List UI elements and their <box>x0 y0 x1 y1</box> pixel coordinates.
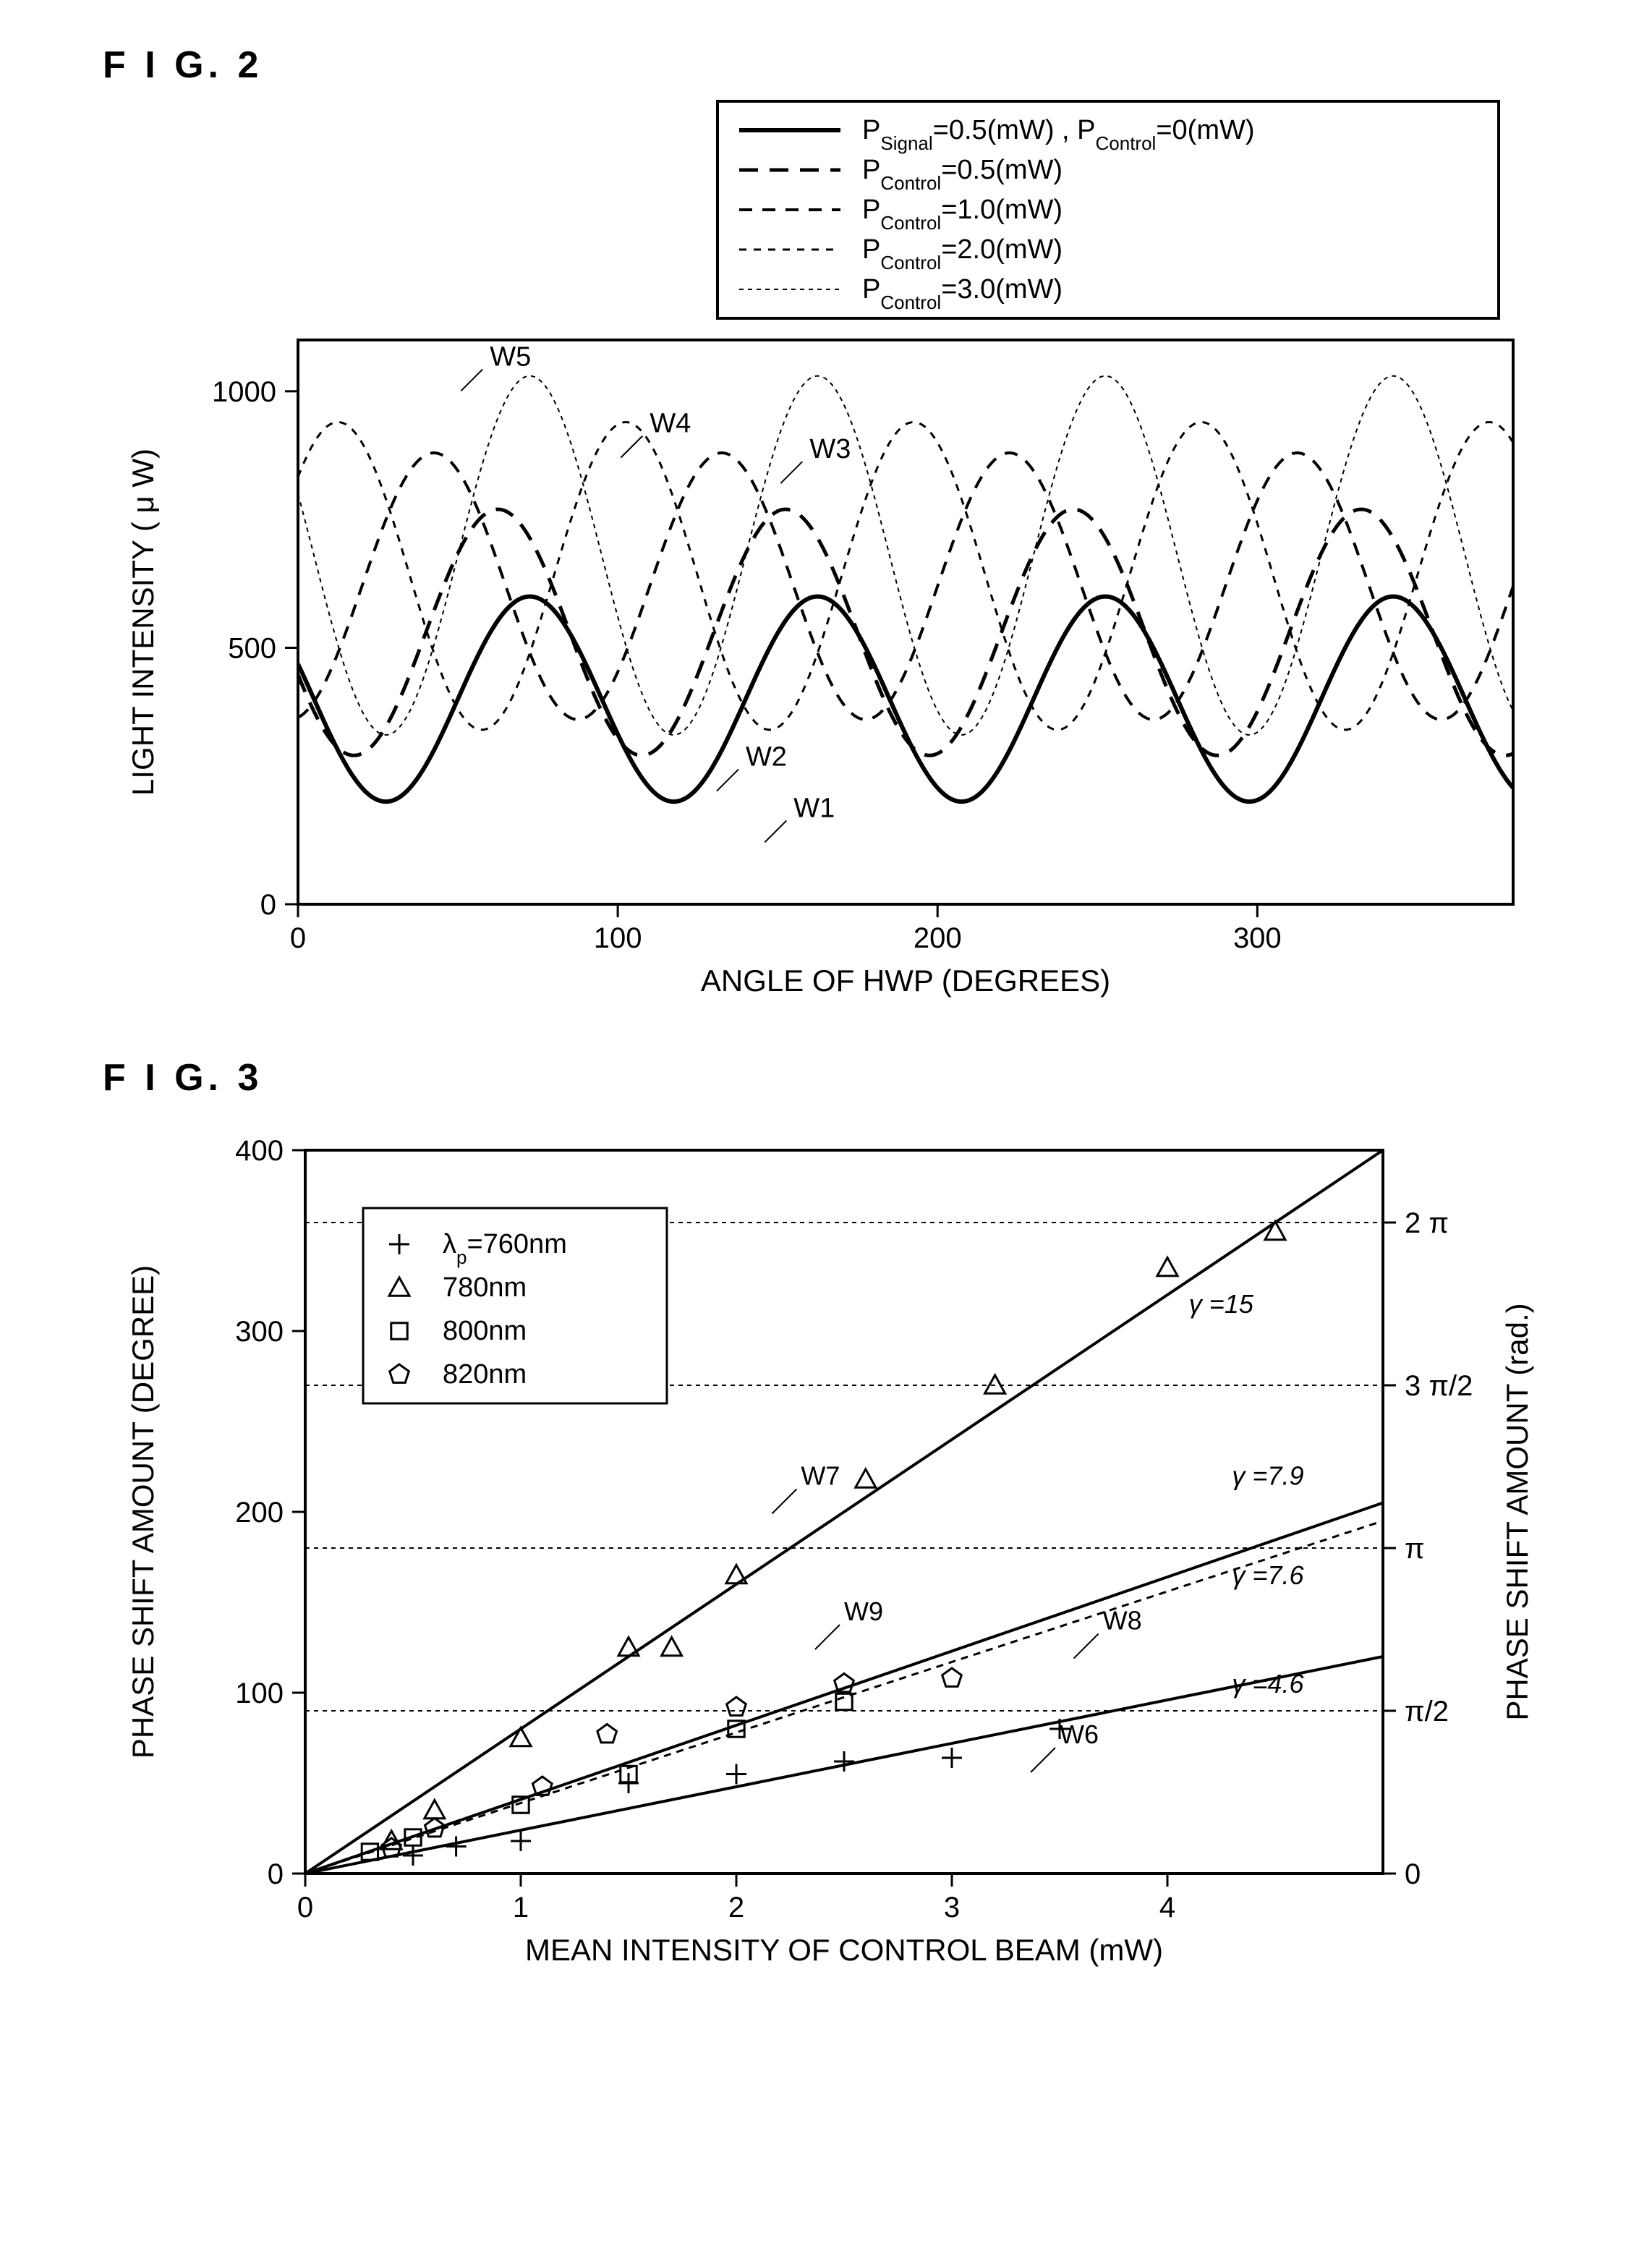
annotation-W2: W2 <box>746 742 787 773</box>
ytick-left-0: 0 <box>268 1858 284 1890</box>
figure-3: F I G. 3 0 1 2 3 4 0 100 200 300 400 0 π/2 π 3 π/2 2 π… <box>30 1056 1622 1975</box>
ytick-500: 500 <box>228 632 276 664</box>
annotation-W7: W7 <box>801 1461 840 1491</box>
annotation-W5: W5 <box>490 341 531 372</box>
xtick-4: 4 <box>1159 1892 1175 1923</box>
annotation-γ=7.9: γ =7.9 <box>1232 1461 1303 1491</box>
figure-3-ylabel-right: PHASE SHIFT AMOUNT (rad.) <box>1500 1303 1534 1720</box>
xtick-3: 3 <box>944 1892 960 1923</box>
legend-label-W4: PControl=2.0(mW) <box>862 234 1063 273</box>
ytick-left-200: 200 <box>235 1497 284 1529</box>
figure-2-xlabel: ANGLE OF HWP (DEGREES) <box>701 964 1110 998</box>
annotation-γ=4.6: γ =4.6 <box>1232 1669 1304 1699</box>
series-W2 <box>298 509 1513 755</box>
xtick-200: 200 <box>914 922 962 954</box>
legend-label-W1: PSignal=0.5(mW) , PControl=0(mW) <box>862 115 1255 154</box>
figure-2-chart: PSignal=0.5(mW) , PControl=0(mW)PControl… <box>67 94 1585 998</box>
annotation-W6: W6 <box>1060 1719 1099 1749</box>
xtick-100: 100 <box>594 922 642 954</box>
fitline-W8 <box>305 1521 1383 1874</box>
annotation-γ=7.6: γ =7.6 <box>1232 1560 1304 1590</box>
figure-2: F I G. 2 PSignal=0.5(mW) , PControl=0(mW… <box>30 43 1622 998</box>
series-W4 <box>298 422 1513 730</box>
legend-item-triangle: 780nm <box>443 1272 527 1303</box>
legend-label-W5: PControl=3.0(mW) <box>862 274 1063 313</box>
xtick-0: 0 <box>290 922 306 954</box>
legend-item-square: 800nm <box>443 1316 527 1346</box>
annotation-W8: W8 <box>1103 1606 1142 1636</box>
figure-3-ylabel-left: PHASE SHIFT AMOUNT (DEGREE) <box>126 1265 160 1759</box>
annotation-W4: W4 <box>650 409 691 439</box>
annotation-W1: W1 <box>793 793 835 823</box>
ytick-right-0: 0 <box>1405 1858 1421 1890</box>
ytick-right-360: 2 π <box>1405 1207 1449 1239</box>
xtick-2: 2 <box>728 1892 744 1923</box>
series-W1 <box>298 597 1513 802</box>
annotation-W9: W9 <box>844 1597 883 1626</box>
figure-3-xlabel: MEAN INTENSITY OF CONTROL BEAM (mW) <box>525 1933 1163 1967</box>
figure-3-label: F I G. 3 <box>103 1056 1622 1100</box>
figure-2-plot-border <box>298 340 1513 904</box>
ytick-right-270: 3 π/2 <box>1405 1370 1473 1402</box>
ytick-1000: 1000 <box>212 376 276 408</box>
annotation-γ=15: γ =15 <box>1189 1289 1254 1319</box>
figure-2-label: F I G. 2 <box>103 43 1622 87</box>
figure-3-chart: 0 1 2 3 4 0 100 200 300 400 0 π/2 π 3 π/2 2 π MEAN INTE… <box>67 1107 1585 1975</box>
ytick-0: 0 <box>260 889 276 921</box>
xtick-300: 300 <box>1233 922 1282 954</box>
annotation-W3: W3 <box>809 434 851 464</box>
legend-label-W2: PControl=0.5(mW) <box>862 155 1063 194</box>
ytick-left-100: 100 <box>235 1678 284 1709</box>
xtick-1: 1 <box>513 1892 529 1923</box>
xtick-0: 0 <box>297 1892 313 1923</box>
ytick-left-300: 300 <box>235 1316 284 1348</box>
legend-label-W3: PControl=1.0(mW) <box>862 195 1063 234</box>
ytick-right-180: π <box>1405 1533 1425 1565</box>
figure-2-ylabel: LIGHT INTENSITY ( μ W) <box>126 448 160 796</box>
ytick-left-400: 400 <box>235 1135 284 1167</box>
legend-item-pentagon: 820nm <box>443 1359 527 1390</box>
ytick-right-90: π/2 <box>1405 1696 1449 1727</box>
